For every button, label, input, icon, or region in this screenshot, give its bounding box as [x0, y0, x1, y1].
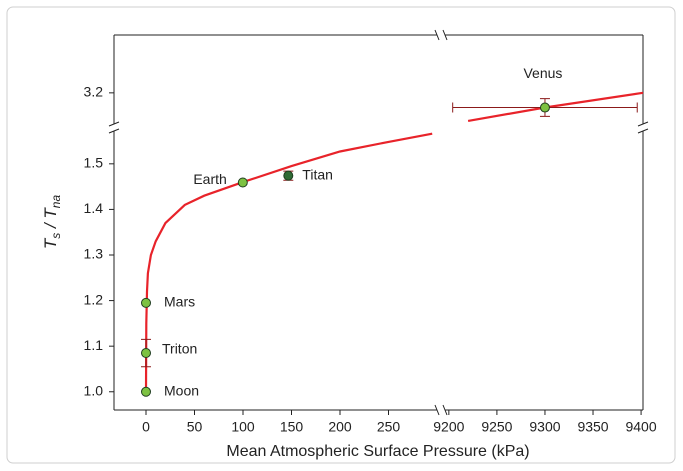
- point: [141, 386, 152, 397]
- point-label: Triton: [162, 341, 197, 357]
- fit-curve: [144, 132, 433, 392]
- y-tick-label: 3.2: [84, 84, 104, 100]
- point-label: Titan: [302, 166, 333, 182]
- y-tick-label: 1.3: [84, 246, 104, 262]
- y-label-part: / T: [41, 207, 60, 233]
- x-tick-label: 50: [187, 419, 203, 435]
- y-label-part: T: [41, 237, 60, 249]
- point-label: Earth: [193, 171, 226, 187]
- point: [283, 170, 294, 181]
- point-label: Mars: [164, 294, 195, 310]
- frame: [6, 6, 676, 464]
- x-tick-label: 250: [377, 419, 401, 435]
- y-tick-label: 1.0: [84, 382, 104, 398]
- point-label: Moon: [164, 382, 199, 398]
- y-tick-label: 1.5: [84, 155, 104, 171]
- x-tick-label: 150: [280, 419, 304, 435]
- point: [539, 102, 550, 113]
- axes: [108, 29, 649, 416]
- point: [141, 297, 152, 308]
- x-tick-label: 9350: [577, 419, 608, 435]
- y-tick-label: 1.4: [84, 200, 104, 216]
- x-tick-label: 9250: [481, 419, 512, 435]
- y-tick-label: 1.1: [84, 337, 104, 353]
- y-axis-label: Ts / Tna: [41, 195, 63, 250]
- point-label: Venus: [523, 65, 562, 81]
- point: [141, 348, 152, 359]
- x-tick-label: 9400: [625, 419, 656, 435]
- axis-break: [108, 29, 649, 416]
- y-label-part: na: [49, 195, 63, 209]
- x-tick-label: 9300: [529, 419, 560, 435]
- x-tick-label: 100: [231, 419, 255, 435]
- x-tick-label: 200: [328, 419, 352, 435]
- y-tick-label: 1.2: [84, 291, 104, 307]
- x-axis-label: Mean Atmospheric Surface Pressure (kPa): [226, 443, 529, 460]
- x-tick-label: 9200: [433, 419, 464, 435]
- point: [237, 177, 248, 188]
- y-label-part: s: [49, 233, 63, 239]
- x-tick-label: 0: [142, 419, 150, 435]
